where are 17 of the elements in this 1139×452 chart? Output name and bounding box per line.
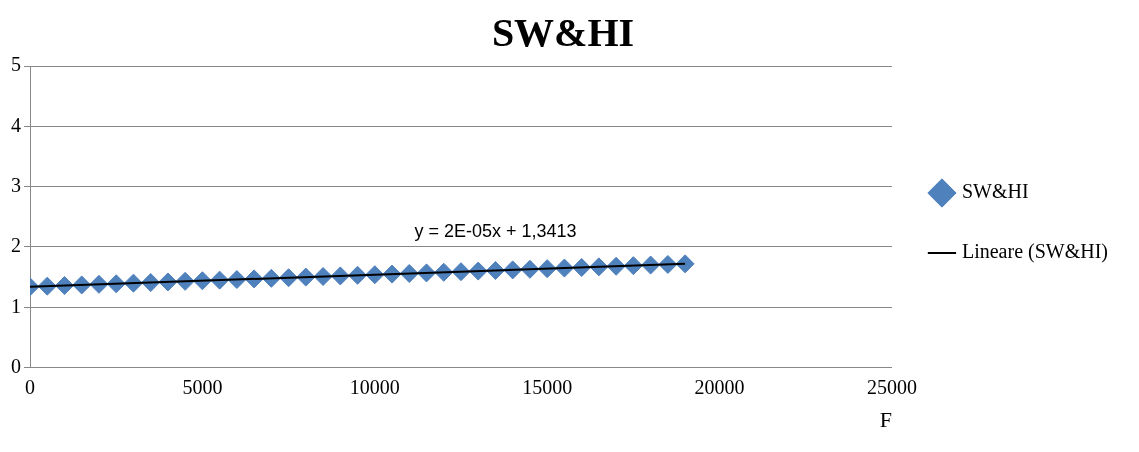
x-tick-label: 0 <box>25 375 35 398</box>
legend-label: SW&HI <box>961 180 1029 203</box>
x-tick-label: 5000 <box>182 375 223 398</box>
y-tick-label: 4 <box>11 113 21 136</box>
annotation: y = 2E-05x + 1,3413 <box>414 220 577 241</box>
y-tick-label: 2 <box>11 234 21 257</box>
chart-title: SW&HI <box>491 10 635 56</box>
x-tick-label: 10000 <box>349 375 400 398</box>
x-axis-title: F <box>879 406 892 432</box>
x-tick-label: 25000 <box>866 375 917 398</box>
y-tick-label: 0 <box>11 354 21 377</box>
y-tick-label: 1 <box>11 294 21 317</box>
y-tick-label: 5 <box>11 53 21 76</box>
x-tick-label: 15000 <box>522 375 573 398</box>
y-tick-label: 3 <box>11 173 21 196</box>
legend-label: Lineare (SW&HI) <box>961 240 1108 264</box>
x-tick-label: 20000 <box>694 375 745 398</box>
